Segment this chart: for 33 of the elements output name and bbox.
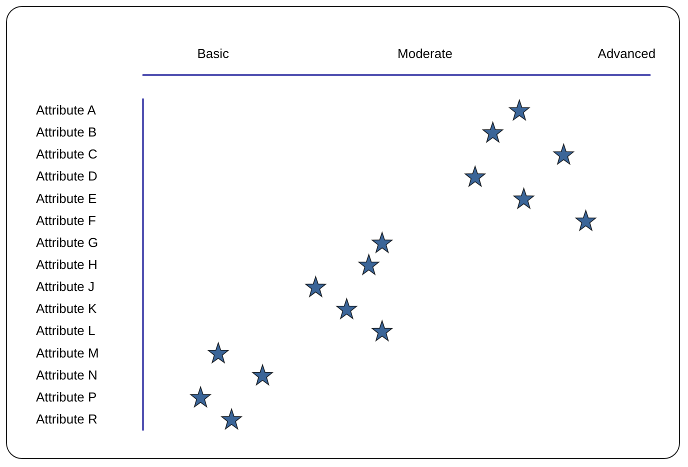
- point: [252, 364, 273, 386]
- point: [358, 254, 380, 275]
- point: [372, 232, 393, 253]
- y-tick-label: Attribute D: [36, 168, 98, 184]
- y-tick-label: Attribute E: [36, 190, 98, 206]
- text: Moderate: [398, 46, 452, 61]
- y-tick-label: Attribute B: [36, 124, 97, 140]
- point: [513, 188, 534, 209]
- point: [208, 342, 229, 364]
- point: [553, 144, 574, 165]
- point: [482, 122, 504, 142]
- y-tick-label: Attribute L: [36, 323, 96, 338]
- y-tick-label: Attribute M: [36, 345, 99, 360]
- y-tick-label: Attribute J: [36, 279, 95, 294]
- y-tick-label: Attribute G: [36, 234, 98, 250]
- point: [464, 166, 486, 187]
- text: Basic: [197, 46, 230, 61]
- y-tick-label: Attribute C: [36, 146, 98, 162]
- point: [372, 320, 393, 342]
- text: Advanced: [598, 46, 656, 61]
- y-tick-label: Attribute K: [36, 301, 98, 316]
- point: [190, 386, 211, 408]
- y-tick-label: Attribute R: [36, 411, 98, 426]
- y-tick-label: Attribute N: [36, 367, 98, 382]
- point: [336, 298, 358, 320]
- y-tick-label: Attribute F: [36, 212, 96, 228]
- y-tick-label: Attribute P: [36, 389, 97, 404]
- y-tick-label: Attribute H: [36, 257, 98, 272]
- point: [305, 276, 326, 297]
- y-tick-label: Attribute A: [36, 102, 96, 118]
- point: [508, 100, 530, 120]
- point: [575, 210, 596, 231]
- point: [221, 408, 242, 430]
